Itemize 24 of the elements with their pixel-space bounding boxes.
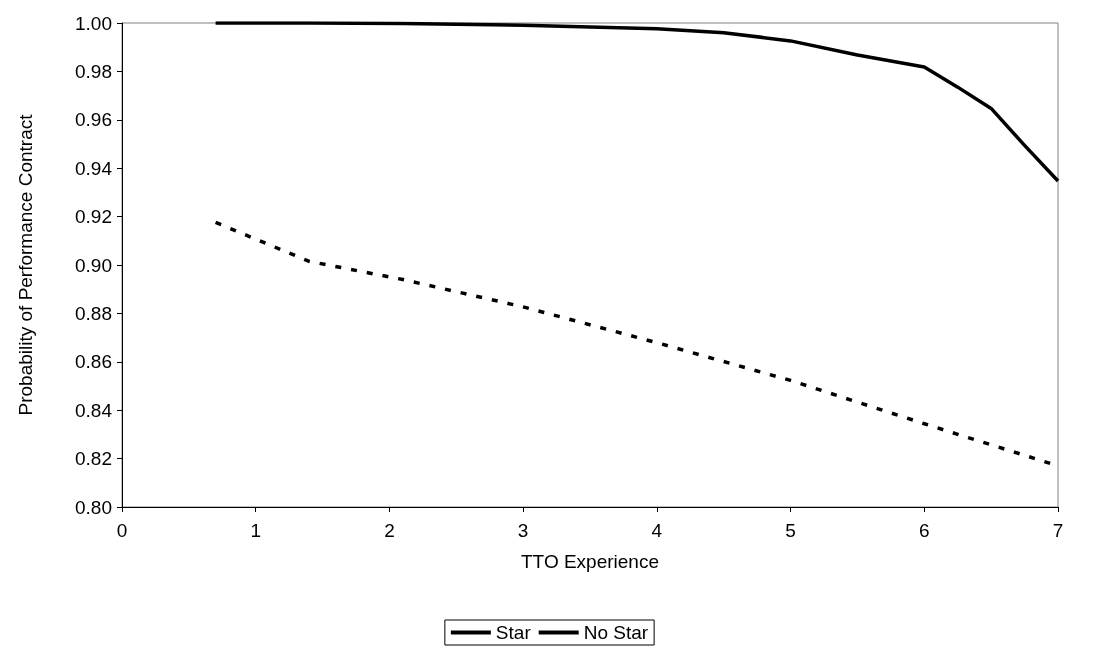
x-tick-label: 3	[517, 520, 529, 541]
line-series	[213, 21, 1060, 183]
x-axis-title: TTO Experience	[521, 551, 659, 572]
y-tick-label: 0.90	[75, 254, 112, 276]
x-tick-label: 1	[250, 520, 261, 541]
y-tick-label: 0.94	[75, 157, 113, 179]
legend-label: No Star	[583, 622, 649, 643]
y-tick-label: 0.86	[75, 351, 112, 373]
y-tick-label: 0.96	[75, 109, 112, 131]
x-tick-label: 2	[384, 520, 395, 541]
x-tick-label: 4	[651, 520, 663, 541]
legend-label: Star	[495, 622, 532, 643]
x-tick-label: 5	[785, 520, 796, 541]
x-tick-label: 0	[116, 520, 128, 541]
y-tick-label: 0.92	[75, 206, 112, 228]
y-tick-label: 1.00	[75, 12, 112, 34]
y-tick-label: 0.88	[75, 302, 112, 324]
y-tick-label: 0.80	[75, 496, 112, 518]
y-tick-label: 0.84	[75, 399, 113, 421]
x-tick-label: 7	[1052, 520, 1064, 541]
y-tick-label: 0.98	[75, 60, 112, 82]
y-axis-title: Probability of Performance Contract	[15, 113, 36, 416]
x-tick-label: 6	[919, 520, 930, 541]
y-tick-label: 0.82	[75, 448, 112, 470]
